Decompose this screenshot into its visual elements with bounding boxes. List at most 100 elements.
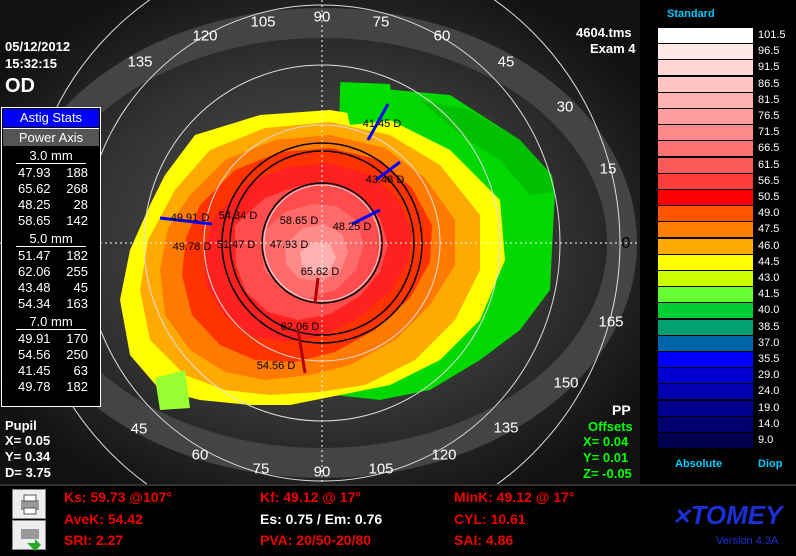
section-label: 3.0 mm — [16, 148, 86, 164]
power-axis-header: Power Axis — [3, 128, 99, 146]
kf-value: Kf: 49.12 @ 17° — [260, 489, 361, 505]
scale-entry: 46.0 — [658, 238, 793, 255]
scale-type-absolute[interactable]: Absolute — [675, 458, 723, 470]
scale-entry: 19.0 — [658, 400, 793, 417]
scale-swatch — [658, 141, 753, 157]
scale-value: 46.0 — [758, 239, 780, 252]
scale-swatch — [658, 222, 753, 238]
scale-entry: 61.5 — [658, 157, 793, 174]
astig-stats-panel[interactable]: Astig Stats Power Axis 3.0 mm 47.93 188 6… — [1, 107, 101, 407]
scale-swatch — [658, 173, 753, 189]
scale-value: 41.5 — [758, 288, 780, 301]
scale-swatch — [658, 109, 753, 124]
stats-row: 43.48 45 — [18, 280, 88, 295]
color-scale-legend[interactable]: Standard 101.5 96.5 91.5 86.5 81.5 76.5 71.5 66… — [641, 0, 796, 484]
scale-value: 81.5 — [758, 93, 780, 106]
angle-label: 60 — [433, 27, 451, 45]
map-value-label: 54.34 D — [218, 210, 258, 222]
scale-swatch — [658, 416, 753, 432]
angle-label: 105 — [368, 460, 394, 478]
angle-label: 60 — [191, 446, 209, 464]
sri-value: SRI: 2.27 — [64, 532, 124, 548]
pva-value: PVA: 20/50-20/80 — [260, 532, 372, 548]
map-value-label: 65.62 D — [300, 266, 340, 278]
angle-label: 0 — [621, 235, 631, 252]
scale-title[interactable]: Standard — [667, 8, 715, 20]
stats-row: 65.62 268 — [18, 181, 88, 196]
scale-swatch — [658, 303, 753, 319]
scale-value: 50.5 — [758, 191, 780, 203]
pupil-y: Y= 0.34 — [5, 449, 51, 464]
scale-entry: 50.5 — [658, 190, 793, 206]
scale-value: 19.0 — [758, 401, 780, 414]
pupil-x: X= 0.05 — [5, 433, 51, 448]
tomey-logo: ✕TOMEY — [672, 500, 783, 530]
scale-swatch — [658, 125, 753, 141]
scale-value: 14.0 — [758, 417, 780, 430]
scale-entry: 14.0 — [658, 416, 793, 433]
stats-row: 49.91 170 — [18, 331, 88, 346]
scale-value: 96.5 — [758, 45, 780, 58]
pupil-d: D= 3.75 — [5, 465, 51, 480]
stats-row: 41.45 63 — [18, 363, 88, 378]
stats-row: 49.78 182 — [18, 379, 88, 394]
angle-label: 90 — [313, 463, 331, 481]
scale-swatch — [658, 433, 753, 448]
scale-swatch — [658, 76, 753, 92]
printer-icon — [21, 494, 39, 515]
angle-label: 135 — [127, 53, 153, 71]
summary-bar: Ks: 59.73 @107° AveK: 54.42 SRI: 2.27 Kf… — [0, 484, 796, 552]
scale-value: 66.5 — [758, 142, 780, 155]
eye-label: OD — [5, 75, 35, 97]
scale-value: 49.0 — [758, 207, 780, 220]
export-button[interactable] — [12, 520, 46, 551]
scale-swatch — [658, 238, 753, 254]
scale-entry: 44.5 — [658, 254, 793, 271]
scale-value: 101.5 — [758, 29, 786, 41]
scale-value: 24.0 — [758, 385, 780, 398]
stats-row: 47.93 188 — [18, 165, 88, 180]
scale-swatch — [658, 28, 753, 43]
stats-section-7mm: 7.0 mm 49.91 170 54.56 250 41.45 63 49.78 18… — [2, 314, 100, 395]
scale-value: 61.5 — [758, 158, 780, 171]
stats-row: 62.06 255 — [18, 264, 88, 279]
map-graphic — [0, 0, 640, 484]
version-label: Version 4.3A — [716, 535, 779, 547]
stats-row: 58.65 142 — [18, 213, 88, 228]
tomey-logo-mark: ✕ — [672, 504, 691, 529]
scale-entry: 56.5 — [658, 173, 793, 190]
scale-entry: 71.5 — [658, 125, 793, 141]
scale-value: 56.5 — [758, 174, 780, 187]
topography-map[interactable]: 90 75 60 45 30 15 0 165 150 135 120 105 … — [0, 0, 640, 484]
offsets-title: Offsets — [588, 419, 633, 434]
scale-value: 37.0 — [758, 336, 780, 349]
print-button[interactable] — [12, 489, 46, 519]
scale-entry: 9.0 — [658, 433, 793, 449]
scale-entry: 29.0 — [658, 368, 793, 384]
offset-z: Z= -0.05 — [583, 466, 632, 481]
angle-label: 105 — [250, 13, 276, 31]
scale-swatch — [658, 254, 753, 270]
scale-entry: 40.0 — [658, 303, 793, 319]
export-icon — [21, 529, 41, 551]
scale-swatch — [658, 287, 753, 303]
angle-label: 120 — [192, 27, 218, 45]
scale-value: 9.0 — [758, 434, 774, 446]
astig-markers — [159, 103, 401, 374]
scale-value: 47.5 — [758, 223, 780, 236]
scale-value: 40.0 — [758, 304, 780, 317]
angle-label: 120 — [431, 446, 457, 464]
offset-x: X= 0.04 — [583, 434, 629, 449]
scale-unit-diopter[interactable]: Diop — [758, 458, 783, 470]
astig-stats-tab[interactable]: Astig Stats — [3, 109, 99, 127]
scale-swatch — [658, 271, 753, 286]
stats-row: 48.25 28 — [18, 197, 88, 212]
map-value-label: 41.45 D — [362, 118, 402, 130]
scale-swatch — [658, 44, 753, 60]
angle-label: 90 — [313, 8, 331, 26]
map-patch — [155, 370, 190, 410]
scale-value: 71.5 — [758, 126, 780, 139]
scale-entry: 37.0 — [658, 335, 793, 352]
angle-label: 75 — [252, 460, 270, 478]
avek-value: AveK: 54.42 — [64, 511, 143, 527]
